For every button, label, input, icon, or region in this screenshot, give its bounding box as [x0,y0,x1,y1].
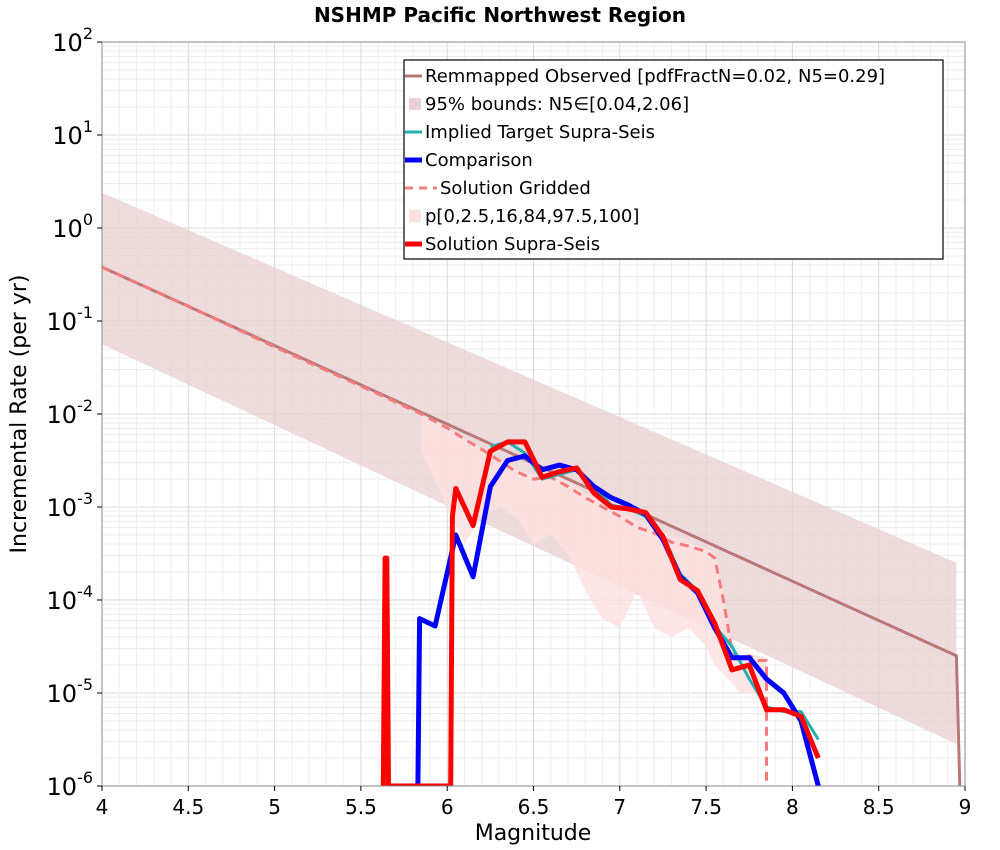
x-tick-label: 6.5 [518,795,550,819]
series-lines [102,265,962,786]
x-tick-label: 5 [268,795,281,819]
chart-title: NSHMP Pacific Northwest Region [314,3,686,27]
legend-label-supra: Solution Supra-Seis [425,234,600,255]
x-tick-label: 8 [786,795,799,819]
supra-seis-line [380,439,821,786]
y-tick-label: 100 [52,210,93,243]
legend-box [403,59,944,260]
legend-label-gridded: Solution Gridded [440,178,591,199]
x-axis-label: Magnitude [475,821,592,846]
x-tick-label: 7 [613,795,626,819]
observed-line [102,265,962,786]
legend: Remmapped Observed [pdfFractN=0.02, N5=0… [403,59,944,260]
legend-swatch-percentiles [409,210,421,222]
legend-label-target: Implied Target Supra-Seis [425,122,655,143]
y-tick-label: 10-2 [47,396,94,429]
x-tick-label: 5.5 [345,795,377,819]
y-tick-label: 10-5 [47,675,94,708]
x-axis-ticks: 4 4.5 5 5.5 6 6.5 7 7.5 8 8.5 9 [96,786,972,819]
y-tick-label: 10-1 [47,303,94,336]
y-tick-label: 10-6 [47,768,94,801]
y-tick-label: 102 [52,24,93,57]
x-tick-label: 4 [96,795,109,819]
x-tick-label: 6 [441,795,454,819]
percentile-band [421,414,767,693]
bounds-band [102,192,957,745]
y-axis-ticks: 10-6 10-5 10-4 10-3 10-2 10-1 100 101 102 [47,24,102,801]
y-tick-label: 10-4 [47,582,94,615]
y-tick-label: 10-3 [47,489,94,522]
y-tick-label: 101 [52,117,93,150]
x-tick-label: 4.5 [172,795,204,819]
legend-label-percentiles: p[0,2.5,16,84,97.5,100] [425,206,639,227]
legend-label-comparison: Comparison [425,150,533,171]
x-tick-label: 9 [959,795,972,819]
legend-label-observed: Remmapped Observed [pdfFractN=0.02, N5=0… [425,66,885,87]
comparison-line [415,453,821,786]
x-tick-label: 8.5 [863,795,895,819]
x-tick-label: 7.5 [690,795,722,819]
legend-swatch-bounds [409,98,421,110]
band-fills [102,192,957,745]
legend-label-bounds: 95% bounds: N5∈[0.04,2.06] [425,94,689,115]
y-axis-label: Incremental Rate (per yr) [7,275,32,554]
